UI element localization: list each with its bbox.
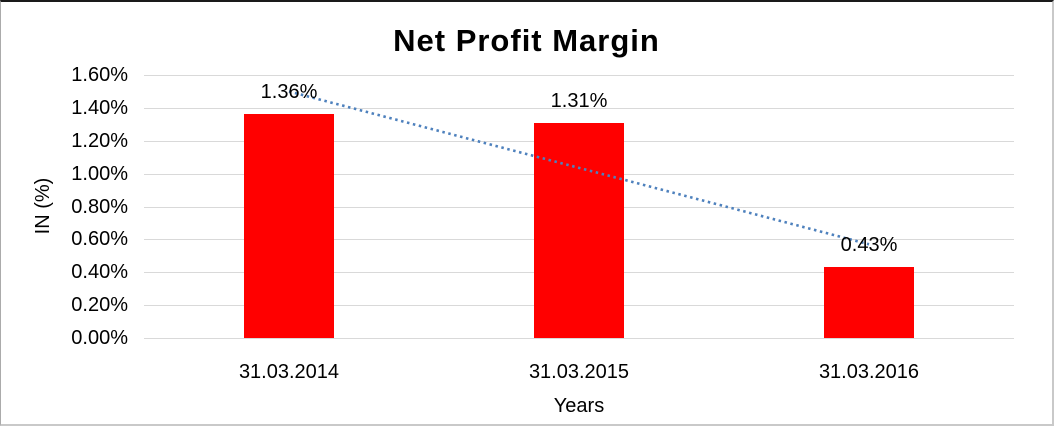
x-axis-tick-label: 31.03.2015 — [528, 361, 630, 383]
y-axis-tick-label: 1.20% — [71, 130, 128, 152]
bar-data-label: 1.31% — [550, 89, 608, 112]
y-axis-tick-label: 0.80% — [71, 196, 128, 218]
y-axis-tick-label: 1.40% — [71, 97, 128, 119]
gridline — [144, 338, 1014, 339]
x-axis-tick-label: 31.03.2016 — [818, 361, 920, 383]
y-axis-tick-label: 1.60% — [71, 64, 128, 86]
y-axis-tick-label: 0.40% — [71, 261, 128, 283]
gridline — [144, 75, 1014, 76]
x-axis-title: Years — [553, 395, 605, 417]
chart-title: Net Profit Margin — [393, 23, 660, 58]
y-axis-tick-label: 0.60% — [71, 228, 128, 250]
bar — [824, 267, 914, 338]
y-axis-tick-label: 1.00% — [71, 163, 128, 185]
y-axis-tick-label: 0.20% — [71, 294, 128, 316]
bar-data-label: 0.43% — [840, 234, 898, 257]
x-axis-tick-label: 31.03.2014 — [238, 361, 340, 383]
bar-data-label: 1.36% — [260, 81, 318, 104]
y-axis-tick-label: 0.00% — [71, 327, 128, 349]
